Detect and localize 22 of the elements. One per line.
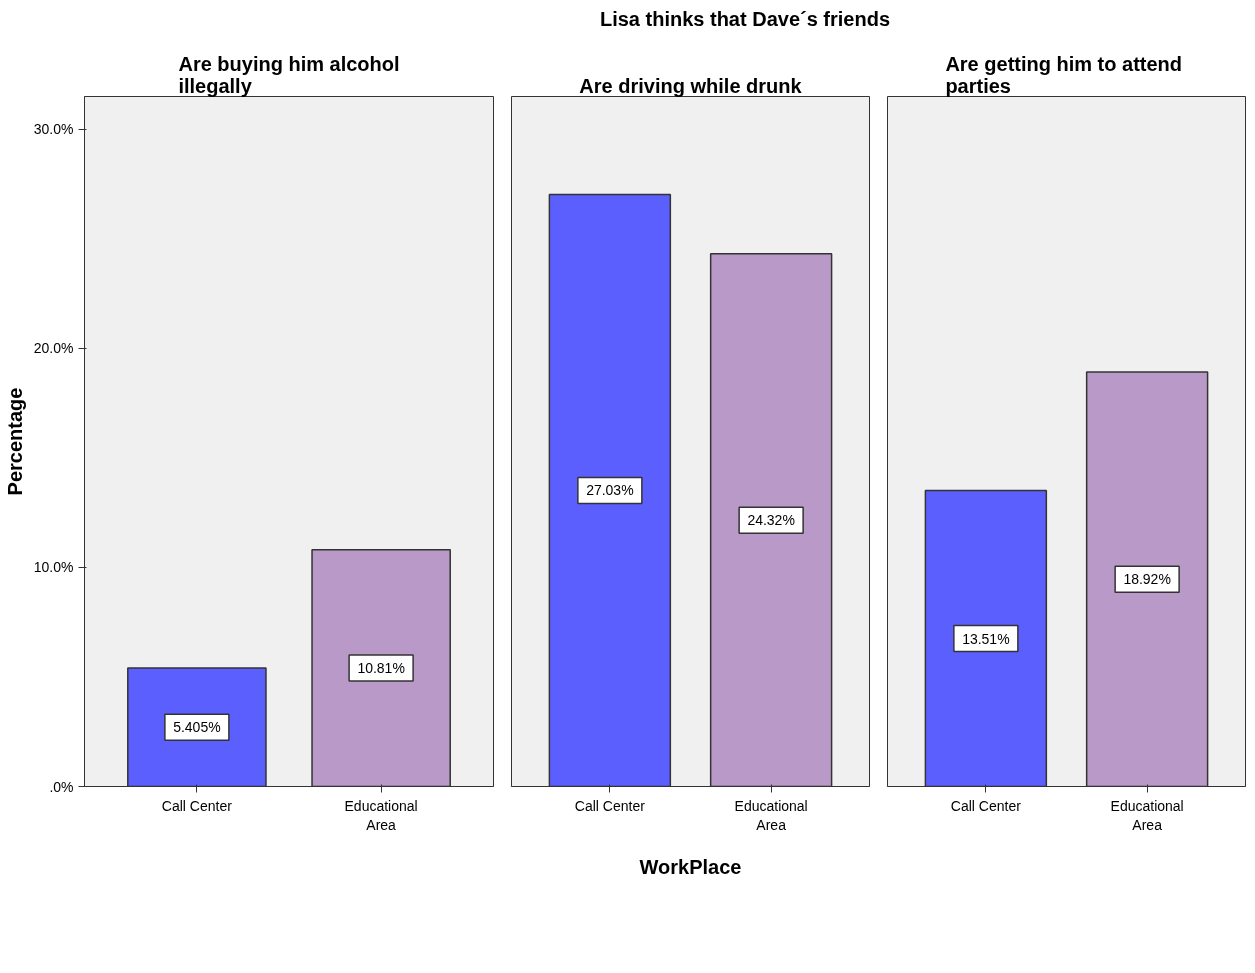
y-axis-title: Percentage [3,387,26,496]
data-label: 13.51% [962,630,1010,647]
x-tick-label: Call Center [161,797,233,814]
data-label: 10.81% [357,660,405,677]
y-tick-label: 20.0% [33,340,74,357]
y-tick-label: .0% [49,778,74,795]
x-tick-label: Educational Area [1110,797,1184,833]
x-axis-title: WorkPlace [639,855,742,878]
x-tick-label: Educational Area [734,797,808,833]
text: Lisa thinks that Dave´s friends [598,7,892,32]
chart-title: Are getting him to attend parties [945,52,1183,97]
data-label: 5.405% [173,719,221,736]
x-tick-label: Call Center [950,797,1022,814]
data-label: 18.92% [1123,571,1171,588]
data-label: 27.03% [586,482,634,499]
data-label: 24.32% [747,512,795,529]
chart-title: Are driving while drunk [579,74,803,97]
x-tick-label: Call Center [574,797,646,814]
chart-title: Are buying him alcohol illegally [178,52,400,97]
x-tick-label: Educational Area [344,797,418,833]
y-tick-label: 10.0% [33,559,74,576]
y-tick-label: 30.0% [33,121,74,138]
